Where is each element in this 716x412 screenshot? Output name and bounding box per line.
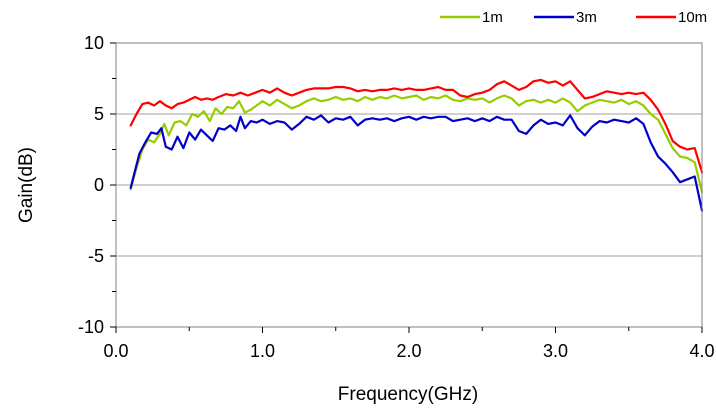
series-line-1m bbox=[129, 94, 704, 194]
y-tick-label: -10 bbox=[78, 317, 104, 337]
y-tick-label: 5 bbox=[94, 104, 104, 124]
series-line-10m bbox=[129, 78, 704, 174]
y-tick-label: 0 bbox=[94, 175, 104, 195]
y-tick-label: -5 bbox=[88, 246, 104, 266]
y-axis-title: Gain(dB) bbox=[16, 147, 37, 223]
legend: 1m 3m 10m bbox=[440, 9, 707, 26]
x-tick-label: 2.0 bbox=[396, 341, 421, 361]
series-layer bbox=[129, 78, 704, 212]
x-tick-label: 0.0 bbox=[103, 341, 128, 361]
x-tick-label: 4.0 bbox=[689, 341, 714, 361]
x-tick-label: 1.0 bbox=[250, 341, 275, 361]
axes-layer: 10 5 0 -5 -10 0.0 1.0 2.0 3.0 4.0 bbox=[78, 33, 715, 361]
x-axis-title: Frequency(GHz) bbox=[338, 384, 478, 405]
series-line-3m bbox=[129, 114, 704, 212]
grid-layer bbox=[116, 113, 702, 257]
legend-label-10m: 10m bbox=[678, 9, 707, 26]
legend-label-3m: 3m bbox=[576, 9, 597, 26]
legend-label-1m: 1m bbox=[482, 9, 503, 26]
y-tick-label: 10 bbox=[84, 33, 104, 53]
x-tick-label: 3.0 bbox=[543, 341, 568, 361]
